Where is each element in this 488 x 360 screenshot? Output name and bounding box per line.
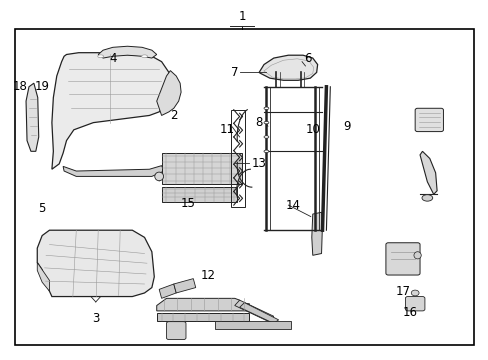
FancyBboxPatch shape xyxy=(161,153,242,184)
Text: 4: 4 xyxy=(109,51,116,64)
Text: 12: 12 xyxy=(200,269,215,282)
Text: 8: 8 xyxy=(255,116,262,129)
Text: 14: 14 xyxy=(285,199,300,212)
Text: 19: 19 xyxy=(35,80,50,93)
Text: 17: 17 xyxy=(395,285,409,298)
Text: 1: 1 xyxy=(238,10,245,23)
Polygon shape xyxy=(37,230,154,297)
Text: 18: 18 xyxy=(13,80,28,93)
Polygon shape xyxy=(173,279,195,293)
FancyBboxPatch shape xyxy=(215,321,290,329)
Ellipse shape xyxy=(264,121,268,124)
Polygon shape xyxy=(311,212,322,255)
Text: 16: 16 xyxy=(402,306,417,319)
Polygon shape xyxy=(157,71,181,116)
Polygon shape xyxy=(52,53,170,169)
FancyBboxPatch shape xyxy=(166,321,185,339)
Ellipse shape xyxy=(264,136,268,138)
Ellipse shape xyxy=(410,290,418,296)
Ellipse shape xyxy=(413,252,420,259)
Polygon shape xyxy=(157,314,249,320)
FancyBboxPatch shape xyxy=(405,297,424,311)
Polygon shape xyxy=(98,46,157,58)
FancyBboxPatch shape xyxy=(161,187,237,202)
Text: 6: 6 xyxy=(304,51,311,64)
Text: 9: 9 xyxy=(343,120,350,133)
Text: 15: 15 xyxy=(181,197,196,210)
Text: 11: 11 xyxy=(220,123,234,136)
Polygon shape xyxy=(37,262,49,291)
Text: 7: 7 xyxy=(230,66,238,79)
Polygon shape xyxy=(259,55,317,80)
Polygon shape xyxy=(239,303,278,323)
Text: 10: 10 xyxy=(305,123,320,136)
Ellipse shape xyxy=(142,55,147,58)
FancyBboxPatch shape xyxy=(385,243,419,275)
Ellipse shape xyxy=(155,172,163,181)
Polygon shape xyxy=(63,166,163,176)
Polygon shape xyxy=(159,284,176,298)
Polygon shape xyxy=(419,151,436,194)
Text: 2: 2 xyxy=(170,109,177,122)
Text: 13: 13 xyxy=(251,157,266,170)
Polygon shape xyxy=(26,83,39,151)
Ellipse shape xyxy=(264,150,268,153)
Ellipse shape xyxy=(98,55,103,58)
FancyBboxPatch shape xyxy=(414,108,443,132)
Ellipse shape xyxy=(421,195,432,201)
Text: 3: 3 xyxy=(92,311,99,325)
Polygon shape xyxy=(234,300,273,321)
Ellipse shape xyxy=(264,107,268,109)
Text: 5: 5 xyxy=(39,202,46,215)
Polygon shape xyxy=(157,298,249,311)
